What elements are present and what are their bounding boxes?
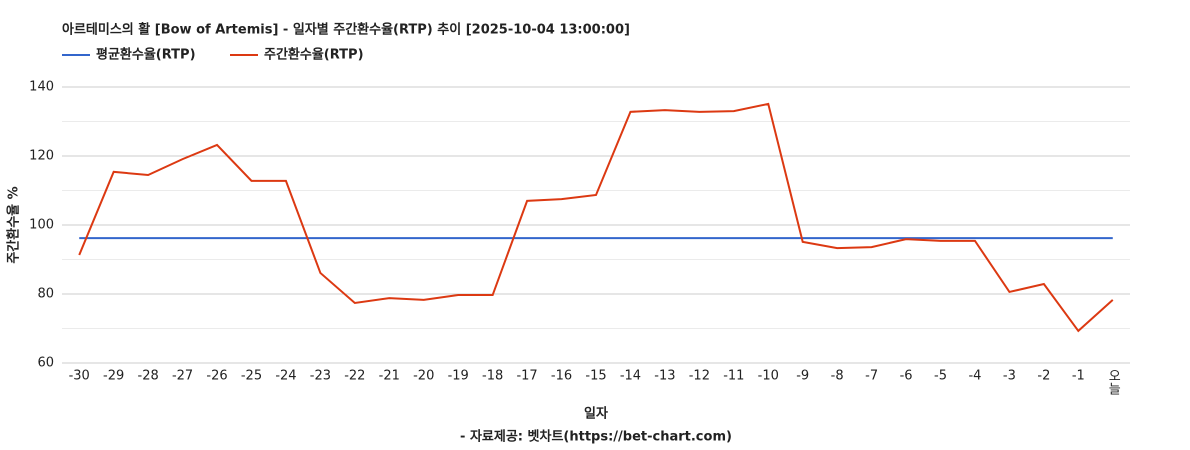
x-tick-label: -21: [379, 369, 400, 384]
x-axis-label: 일자: [584, 407, 608, 422]
source-note: - 자료제공: 벳차트(https://bet-chart.com): [460, 429, 732, 445]
x-tick-label: -18: [482, 369, 503, 384]
x-tick-label: -26: [206, 369, 227, 384]
y-tick-label: 120: [29, 149, 54, 164]
x-tick-label: -1: [1072, 369, 1085, 384]
y-tick-label: 60: [37, 356, 54, 371]
legend-label: 주간환수율(RTP): [264, 47, 364, 63]
series-line: [78, 102, 1114, 333]
y-tick-label: 80: [37, 287, 54, 302]
x-tick-label: -15: [585, 369, 606, 384]
y-tick-label: 100: [29, 218, 54, 233]
x-tick-label: -29: [103, 369, 124, 384]
x-tick-label: -24: [275, 369, 296, 384]
y-tick-label: 140: [29, 80, 54, 95]
x-tick-label: -5: [934, 369, 947, 384]
x-tick-label: -11: [723, 369, 744, 384]
x-tick-label: -10: [758, 369, 779, 384]
x-tick-label: -7: [865, 369, 878, 384]
x-tick-label: -14: [620, 369, 641, 384]
x-tick-label: -19: [448, 369, 469, 384]
x-tick-label: -3: [1003, 369, 1016, 384]
x-tick-label: -4: [968, 369, 981, 384]
x-tick-label: -12: [689, 369, 710, 384]
x-tick-label: -22: [344, 369, 365, 384]
chart-title: 아르테미스의 활 [Bow of Artemis] - 일자별 주간환수율(RT…: [62, 22, 630, 38]
x-tick-label: -8: [831, 369, 844, 384]
legend-label: 평균환수율(RTP): [96, 47, 196, 63]
x-tick-label: -30: [69, 369, 90, 384]
x-tick-label: -20: [413, 369, 434, 384]
x-tick-label: 오늘: [1105, 369, 1120, 395]
y-axis-label: 주간환수율 %: [6, 186, 22, 263]
x-tick-label: -13: [654, 369, 675, 384]
x-tick-label: -17: [516, 369, 537, 384]
x-tick-label: -2: [1037, 369, 1050, 384]
x-tick-label: -16: [551, 369, 572, 384]
x-tick-label: -25: [241, 369, 262, 384]
x-tick-label: -9: [796, 369, 809, 384]
x-tick-label: -23: [310, 369, 331, 384]
x-tick-label: -6: [900, 369, 913, 384]
x-tick-label: -27: [172, 369, 193, 384]
x-tick-label: -28: [138, 369, 159, 384]
